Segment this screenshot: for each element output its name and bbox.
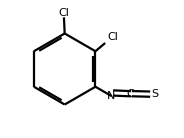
Text: Cl: Cl bbox=[59, 8, 69, 18]
Text: Cl: Cl bbox=[107, 32, 118, 42]
Text: S: S bbox=[151, 89, 158, 99]
Text: N: N bbox=[107, 91, 115, 101]
Text: C: C bbox=[126, 89, 134, 99]
